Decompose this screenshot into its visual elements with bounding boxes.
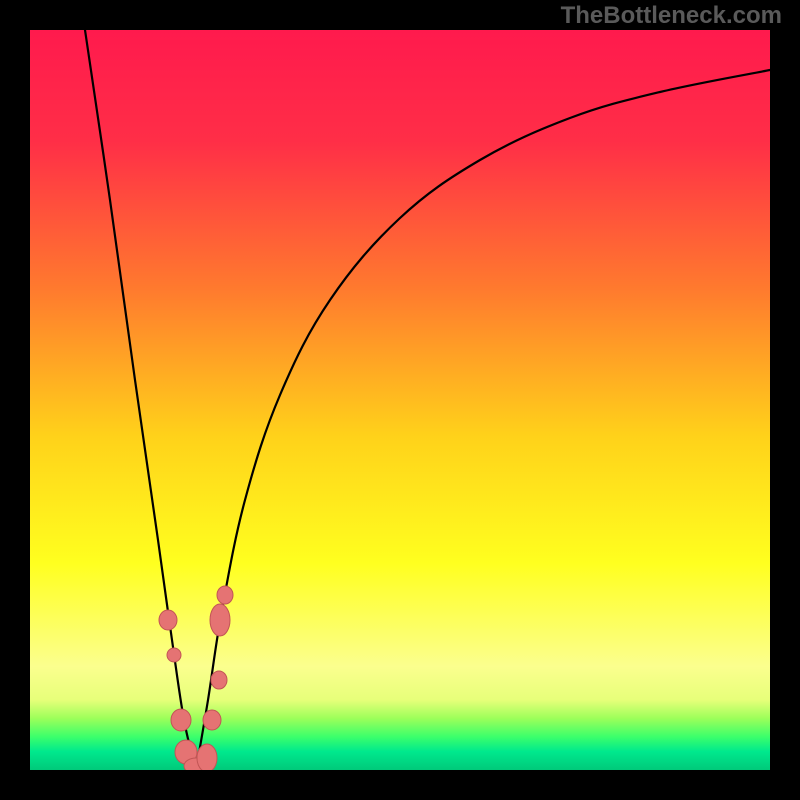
data-marker — [203, 710, 221, 730]
plot-background — [30, 30, 770, 770]
data-marker — [171, 709, 191, 731]
chart-stage: TheBottleneck.com — [0, 0, 800, 800]
data-marker — [197, 744, 217, 772]
watermark-text: TheBottleneck.com — [561, 2, 782, 30]
data-marker — [210, 604, 230, 636]
data-marker — [217, 586, 233, 604]
data-marker — [167, 648, 181, 662]
data-marker — [159, 610, 177, 630]
chart-svg — [0, 0, 800, 800]
data-marker — [211, 671, 227, 689]
